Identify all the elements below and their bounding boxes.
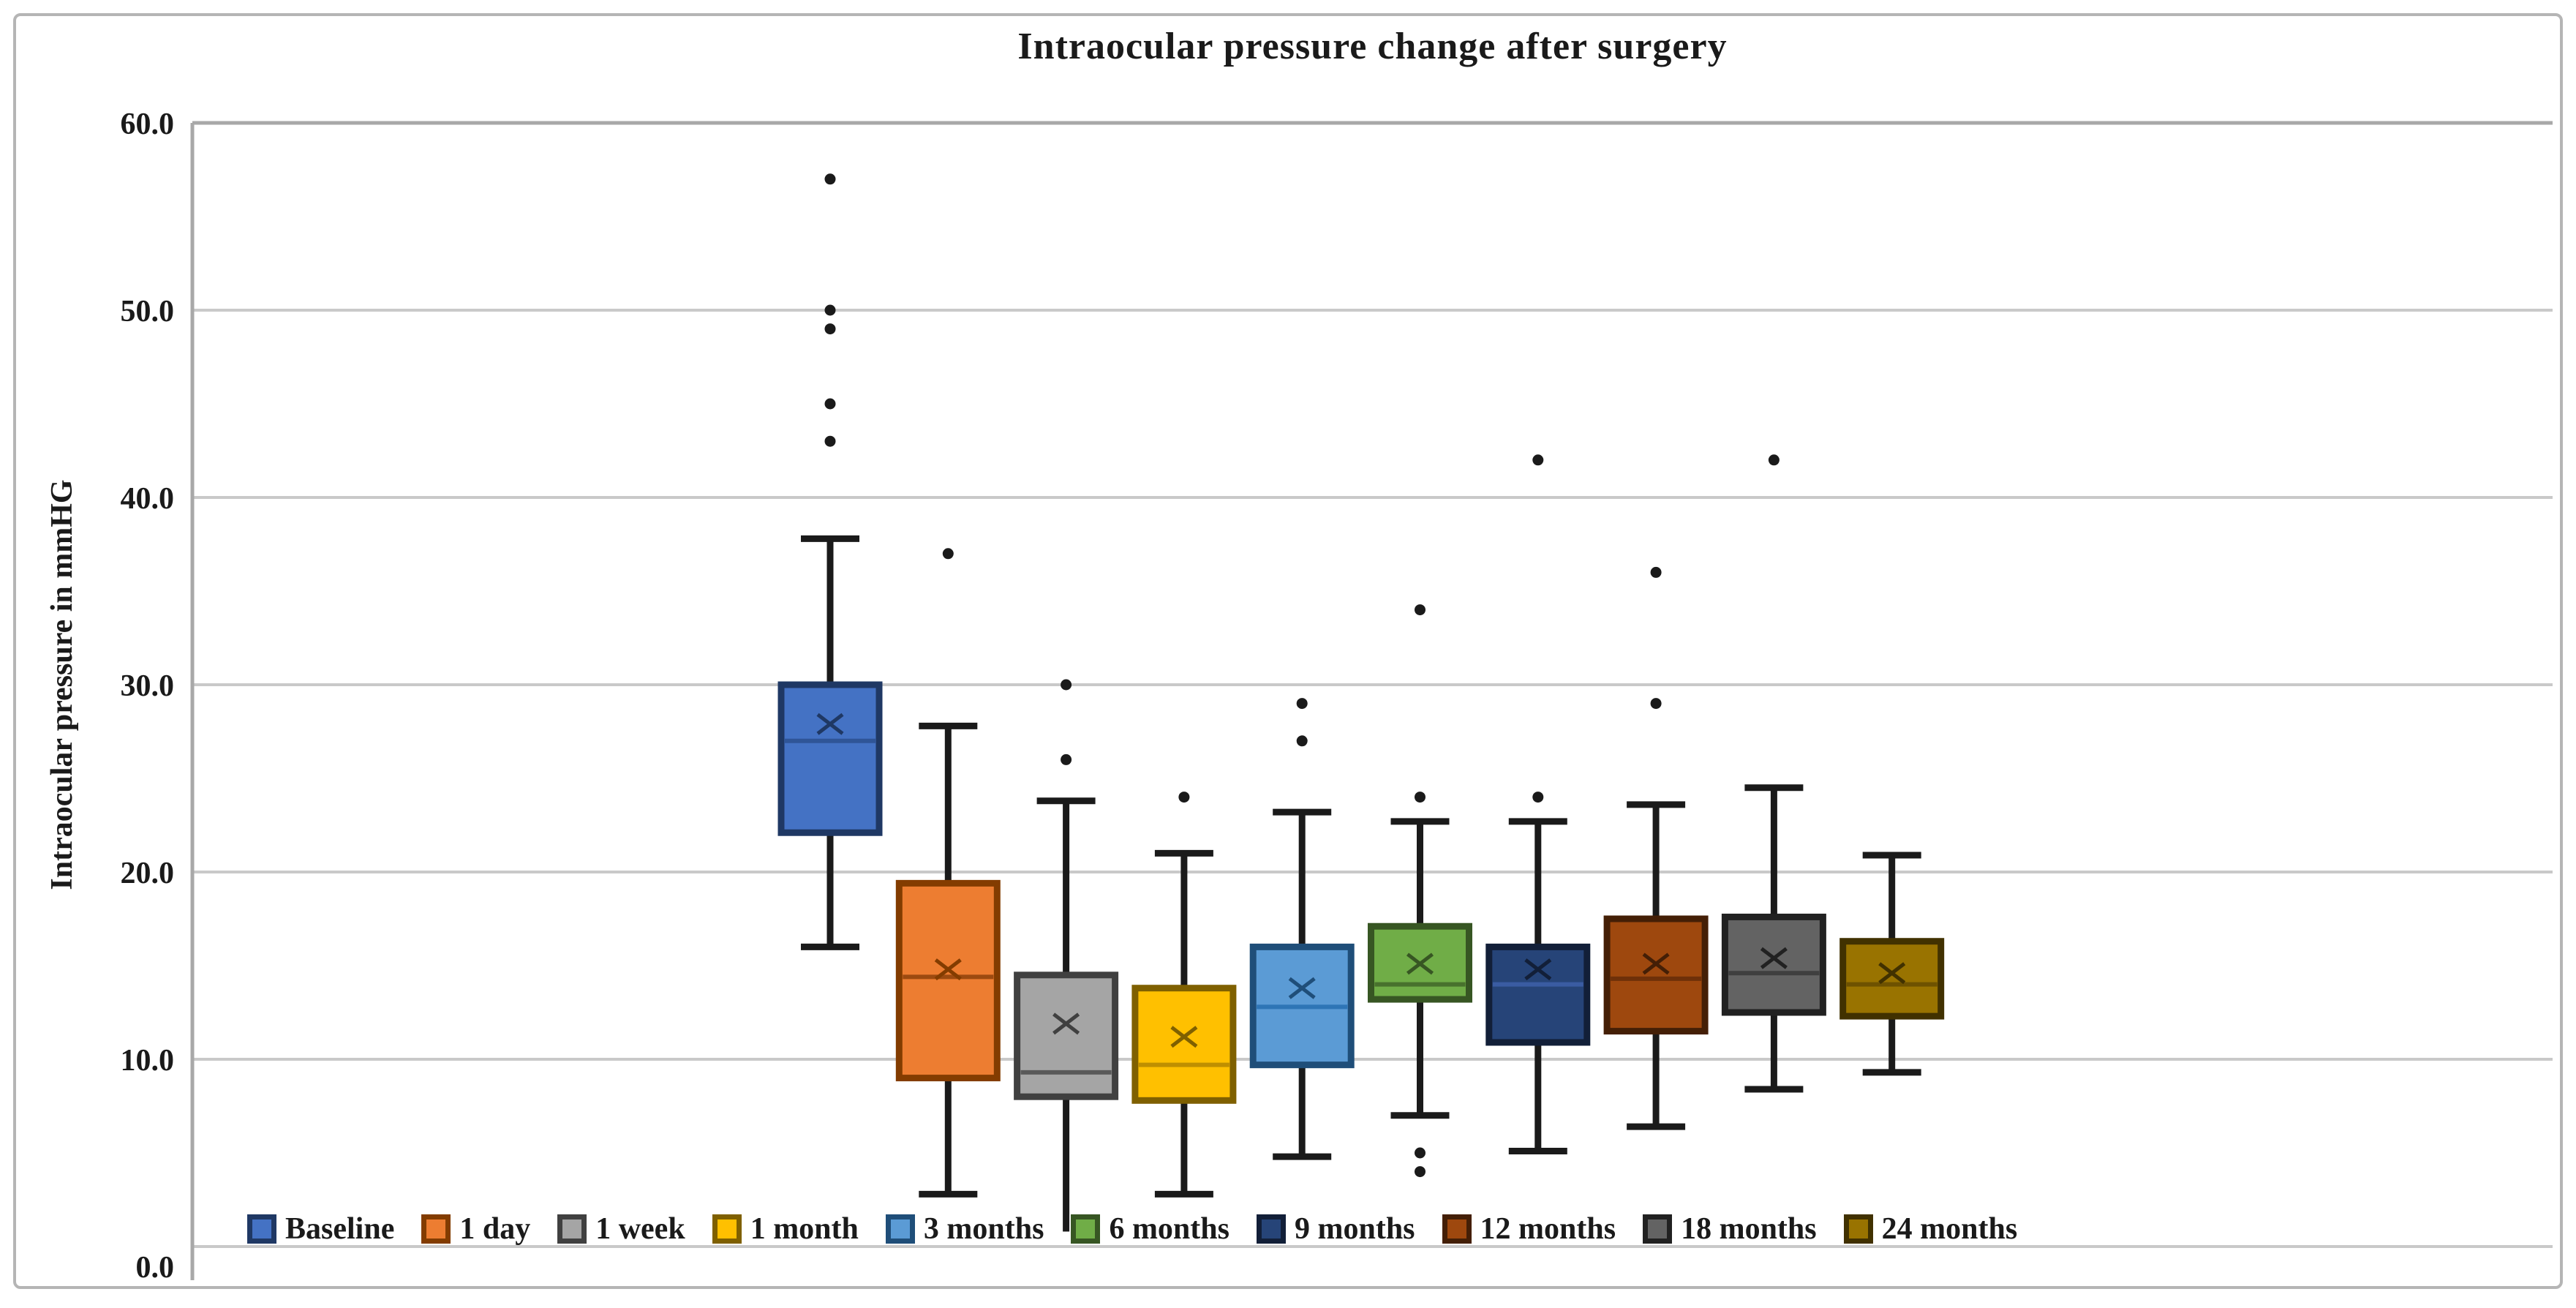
outlier-6-months — [1415, 1166, 1426, 1178]
legend-label-1-day: 1 day — [459, 1212, 531, 1246]
legend-label-6-months: 6 months — [1109, 1212, 1229, 1246]
legend: Baseline 1 day 1 week 1 month 3 months 6 mont… — [247, 1207, 2017, 1251]
legend-swatch-1-week — [557, 1214, 587, 1244]
legend-swatch-18-months — [1643, 1214, 1673, 1244]
y-tick-label-60.0: 60.0 — [121, 108, 175, 141]
box-1-month — [1131, 985, 1237, 1104]
legend-swatch-3-months — [885, 1214, 915, 1244]
mean-marker-1-week — [1052, 1012, 1080, 1035]
legend-label-24-months: 24 months — [1881, 1212, 2018, 1246]
y-tick-label-50.0: 50.0 — [121, 295, 175, 328]
outlier-9-months — [1532, 792, 1544, 803]
legend-item-1-month: 1 month — [712, 1211, 859, 1247]
legend-label-9-months: 9 months — [1294, 1212, 1415, 1246]
legend-item-baseline: Baseline — [247, 1211, 394, 1247]
legend-label-1-month: 1 month — [750, 1212, 859, 1246]
mean-marker-1-month — [1170, 1026, 1198, 1048]
outlier-baseline — [824, 323, 836, 335]
mean-marker-24-months — [1878, 962, 1906, 985]
outlier-baseline — [824, 435, 836, 447]
mean-marker-baseline — [816, 713, 844, 735]
box-24-months — [1839, 938, 1945, 1020]
outlier-1-week — [1061, 753, 1072, 765]
legend-item-18-months: 18 months — [1643, 1211, 1817, 1247]
legend-item-6-months: 6 months — [1071, 1211, 1229, 1247]
box-12-months — [1603, 915, 1709, 1035]
legend-item-1-day: 1 day — [421, 1211, 530, 1247]
chart-title: Intraocular pressure change after surger… — [1017, 26, 1728, 67]
y-tick-label-0.0: 0.0 — [136, 1251, 175, 1285]
legend-label-18-months: 18 months — [1681, 1212, 1817, 1246]
legend-item-3-months: 3 months — [885, 1211, 1044, 1247]
outlier-3-months — [1296, 735, 1308, 747]
mean-marker-12-months — [1642, 952, 1670, 975]
outlier-6-months — [1415, 1147, 1426, 1159]
y-tick-label-30.0: 30.0 — [121, 669, 175, 703]
legend-label-3-months: 3 months — [923, 1212, 1044, 1246]
legend-item-1-week: 1 week — [557, 1211, 685, 1247]
legend-label-1-week: 1 week — [595, 1212, 685, 1246]
outlier-3-months — [1296, 698, 1308, 710]
legend-swatch-9-months — [1256, 1214, 1286, 1244]
outlier-1-day — [942, 548, 954, 560]
outlier-baseline — [824, 398, 836, 410]
box-1-week — [1014, 971, 1119, 1100]
outlier-1-week — [1061, 679, 1072, 691]
outlier-6-months — [1415, 792, 1426, 803]
legend-label-baseline: Baseline — [285, 1212, 395, 1246]
outlier-18-months — [1768, 454, 1780, 466]
legend-swatch-1-month — [712, 1214, 742, 1244]
box-1-day — [895, 879, 1001, 1082]
mean-marker-1-day — [934, 958, 962, 981]
legend-item-9-months: 9 months — [1256, 1211, 1415, 1247]
outlier-1-month — [1178, 792, 1190, 803]
mean-marker-9-months — [1524, 958, 1552, 981]
legend-swatch-1-day — [421, 1214, 451, 1244]
outlier-12-months — [1650, 566, 1662, 578]
outlier-6-months — [1415, 604, 1426, 616]
legend-item-24-months: 24 months — [1843, 1211, 2018, 1247]
box-9-months — [1485, 943, 1591, 1046]
y-tick-label-40.0: 40.0 — [121, 482, 175, 516]
mean-marker-3-months — [1288, 977, 1316, 999]
box-18-months — [1721, 913, 1826, 1016]
legend-item-12-months: 12 months — [1442, 1211, 1616, 1247]
y-tick-label-20.0: 20.0 — [121, 857, 175, 890]
legend-swatch-baseline — [247, 1214, 276, 1244]
mean-marker-18-months — [1760, 947, 1788, 969]
legend-swatch-12-months — [1442, 1214, 1472, 1244]
legend-swatch-6-months — [1071, 1214, 1101, 1244]
box-baseline — [777, 681, 883, 836]
outlier-baseline — [824, 173, 836, 185]
legend-label-12-months: 12 months — [1480, 1212, 1616, 1246]
mean-marker-6-months — [1406, 952, 1434, 975]
outlier-baseline — [824, 304, 836, 316]
outlier-9-months — [1532, 454, 1544, 466]
y-tick-label-10.0: 10.0 — [121, 1044, 175, 1078]
outlier-12-months — [1650, 698, 1662, 710]
legend-swatch-24-months — [1843, 1214, 1873, 1244]
